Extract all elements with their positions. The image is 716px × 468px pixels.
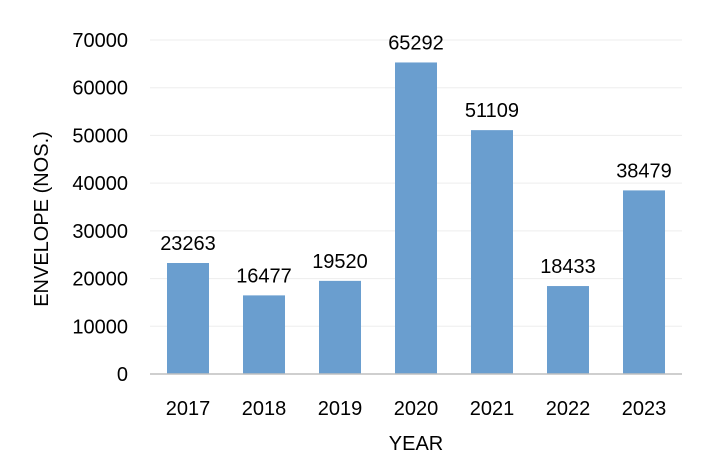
x-tick-label: 2021 bbox=[470, 398, 515, 420]
data-label: 51109 bbox=[465, 100, 519, 122]
data-label: 65292 bbox=[388, 32, 444, 54]
x-tick-label: 2023 bbox=[622, 398, 667, 420]
x-axis-title: YEAR bbox=[389, 433, 443, 455]
x-tick-label: 2022 bbox=[546, 398, 591, 420]
data-label: 18433 bbox=[540, 256, 596, 278]
x-tick-label: 2019 bbox=[318, 398, 363, 420]
y-tick-label: 40000 bbox=[72, 173, 128, 195]
x-tick-label: 2017 bbox=[166, 398, 211, 420]
bar-2019 bbox=[319, 280, 361, 374]
bar-2022 bbox=[547, 286, 589, 374]
bar-2017 bbox=[167, 263, 209, 374]
x-tick-label: 2018 bbox=[242, 398, 287, 420]
y-tick-label: 10000 bbox=[72, 316, 128, 338]
y-tick-label: 50000 bbox=[72, 125, 128, 147]
y-axis-tick-labels: 0 10000 20000 30000 40000 50000 60000 70000 bbox=[72, 30, 128, 386]
y-tick-label: 30000 bbox=[72, 221, 128, 243]
x-tick-label: 2020 bbox=[394, 398, 439, 420]
bar-2023 bbox=[623, 190, 665, 374]
data-label: 23263 bbox=[160, 233, 216, 255]
bar-2021 bbox=[471, 130, 513, 374]
y-tick-label: 70000 bbox=[72, 30, 128, 52]
y-axis-title: ENVELOPE (NOS.) bbox=[31, 131, 53, 307]
data-label: 19520 bbox=[312, 251, 368, 273]
data-label: 16477 bbox=[236, 265, 292, 287]
data-labels: 23263 16477 19520 65292 51109 18433 38479 bbox=[160, 32, 672, 287]
x-axis-tick-labels: 2017 2018 2019 2020 2021 2022 2023 bbox=[166, 398, 667, 420]
y-tick-label: 60000 bbox=[72, 78, 128, 100]
bar-2018 bbox=[243, 295, 285, 374]
bars bbox=[167, 62, 665, 374]
bar-2020 bbox=[395, 62, 437, 374]
y-tick-label: 0 bbox=[117, 364, 128, 386]
y-tick-label: 20000 bbox=[72, 269, 128, 291]
data-label: 38479 bbox=[616, 160, 672, 182]
